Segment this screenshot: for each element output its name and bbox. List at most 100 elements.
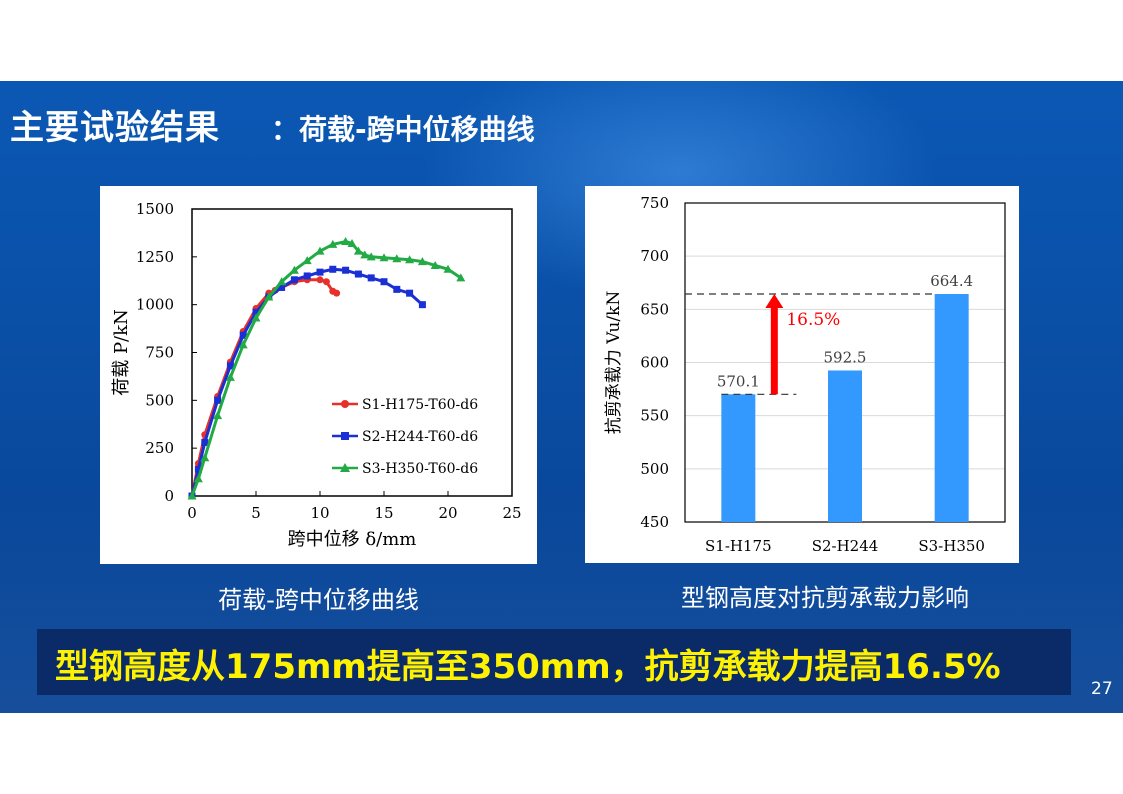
y-tick-label: 1500 [136,200,174,218]
y-tick-label: 650 [640,300,669,318]
data-point [333,289,341,297]
load-displacement-chart-panel: 0 250 500 750 1000 1250 1500 0 5 10 15 20 25 跨中位移 δ/m… [100,186,537,564]
x-axis-label: 跨中位移 δ/mm [288,529,417,550]
page-number: 27 [1091,679,1113,699]
y-tick-label: 1000 [136,296,174,314]
slide-title: 主要试验结果 [10,108,220,148]
conclusion-text: 型钢高度从175mm提高至350mm，抗剪承载力提高16.5% [55,647,1001,687]
y-tick-label: 750 [145,344,174,362]
y-tick-label: 700 [640,247,669,265]
data-point [277,277,287,286]
bar-S2-H244 [828,370,862,522]
y-tick-label: 0 [164,487,174,505]
data-point [347,238,357,247]
x-tick-label: 20 [438,504,457,522]
data-point [187,491,197,500]
y-tick-label: 250 [145,439,174,457]
data-point [353,246,363,255]
data-point [226,362,234,370]
x-tick-label: 0 [187,504,197,522]
load-displacement-chart: 0 250 500 750 1000 1250 1500 0 5 10 15 20 25 跨中位移 δ/m… [111,200,522,550]
bar-S1-H175 [721,394,756,522]
data-point [213,411,223,420]
data-point [329,265,337,273]
bar-value-label: 592.5 [824,348,867,366]
shear-capacity-chart-panel: 450 500 550 600 650 700 750 抗剪承载力 Vu/kN 570.1 S1-… [585,186,1019,563]
bar-value-label: 664.4 [930,272,973,290]
data-point [278,283,286,291]
conclusion-banner: 型钢高度从175mm提高至350mm，抗剪承载力提高16.5% [37,629,1071,695]
right-chart-caption: 型钢高度对抗剪承载力影响 [681,584,969,612]
series-S3-H350-T60-d6 [187,237,466,500]
data-point [379,253,389,262]
data-point [406,289,414,297]
data-point [392,254,402,263]
data-point [193,474,203,483]
legend-label: S2-H244-T60-d6 [362,429,478,445]
data-point [456,273,466,282]
increase-arrow-shaft [770,306,778,395]
data-point [201,438,209,446]
increase-arrow-head [765,294,784,309]
y-tick-label: 500 [640,460,669,478]
series-S1-H175-T60-d6 [188,276,341,500]
data-point [315,246,325,255]
left-chart-caption: 荷载-跨中位移曲线 [218,586,419,614]
data-point [238,340,248,349]
slide-subtitle: ：荷载-跨中位移曲线 [271,113,535,146]
data-point [316,268,324,276]
data-point [239,331,247,339]
data-point [393,285,401,293]
y-tick-label: 550 [640,407,669,425]
x-tick-label: 10 [310,504,329,522]
y-tick-label: 1250 [136,248,174,266]
data-point [418,301,426,309]
y-axis-label: 抗剪承载力 Vu/kN [604,291,624,435]
y-tick-label: 600 [640,354,669,372]
x-tick-label: S1-H175 [705,537,772,555]
legend-marker [341,400,349,408]
data-point [200,453,210,462]
y-tick-label: 500 [145,391,174,409]
x-tick-label: 5 [251,504,261,522]
data-point [225,372,235,381]
data-point [322,278,330,286]
data-point [367,274,375,282]
data-point [290,276,298,284]
increase-percentage-label: 16.5% [786,310,840,330]
data-point [360,250,370,259]
series-S2-H244-T60-d6 [188,265,426,500]
bar-value-label: 570.1 [717,372,760,390]
y-axis-label: 荷载 P/kN [111,309,132,396]
data-point [264,292,274,301]
data-point [302,256,312,265]
data-point [252,308,260,316]
data-point [417,257,427,266]
data-point [341,237,351,246]
data-point [366,252,376,261]
y-tick-label: 450 [640,513,669,531]
legend-marker [340,463,350,472]
legend-label: S3-H350-T60-d6 [362,461,478,477]
data-point [251,313,261,322]
data-point [405,255,415,264]
bar-S3-H350 [934,294,969,522]
legend-marker [341,432,349,440]
data-point [214,396,222,404]
x-tick-label: 15 [374,504,393,522]
legend-label: S1-H175-T60-d6 [362,397,478,413]
data-point [316,276,324,284]
x-tick-label: S2-H244 [812,537,879,555]
shear-capacity-chart: 450 500 550 600 650 700 750 抗剪承载力 Vu/kN 570.1 S1-… [604,194,1006,555]
data-point [443,264,453,273]
x-tick-label: S3-H350 [918,537,985,555]
data-point [194,465,202,473]
data-point [380,278,388,286]
data-point [303,272,311,280]
data-point [354,270,362,278]
y-tick-label: 750 [640,194,669,212]
data-point [342,266,350,274]
series-line [190,278,338,497]
data-point [328,239,338,248]
x-tick-label: 25 [502,504,521,522]
